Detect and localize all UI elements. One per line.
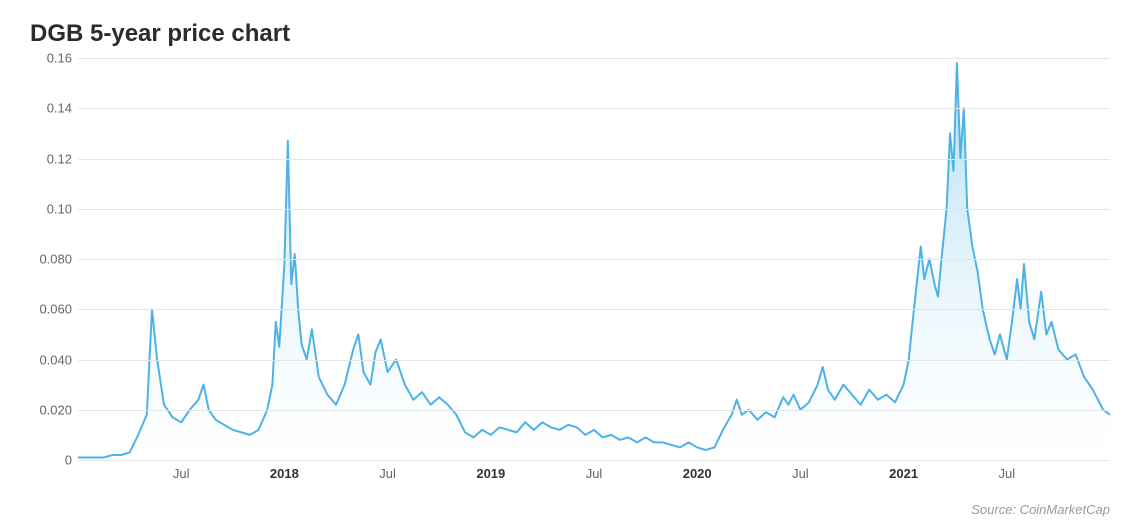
x-tick-label: 2021 xyxy=(889,466,918,481)
x-tick-label: 2020 xyxy=(683,466,712,481)
x-tick-label: 2018 xyxy=(270,466,299,481)
grid-line xyxy=(78,410,1110,411)
grid-line xyxy=(78,108,1110,109)
y-tick-label: 0.080 xyxy=(39,252,72,267)
y-tick-label: 0.12 xyxy=(47,151,72,166)
x-tick-label: 2019 xyxy=(476,466,505,481)
y-axis: 00.0200.0400.0600.0800.100.120.140.16 xyxy=(30,58,78,488)
y-tick-label: 0.040 xyxy=(39,352,72,367)
chart-title: DGB 5-year price chart xyxy=(30,20,1110,48)
grid-line xyxy=(78,360,1110,361)
y-tick-label: 0.060 xyxy=(39,302,72,317)
y-tick-label: 0 xyxy=(65,453,72,468)
x-tick-label: Jul xyxy=(998,466,1015,481)
y-tick-label: 0.020 xyxy=(39,402,72,417)
grid-line xyxy=(78,309,1110,310)
source-attribution: Source: CoinMarketCap xyxy=(971,502,1110,517)
grid-line xyxy=(78,259,1110,260)
x-tick-label: Jul xyxy=(792,466,809,481)
grid-line xyxy=(78,209,1110,210)
x-tick-label: Jul xyxy=(586,466,603,481)
x-axis: Jul 2018 Jul 2019 Jul 2020 Jul 2021 Jul xyxy=(78,460,1110,488)
y-tick-label: 0.14 xyxy=(47,101,72,116)
plot-area xyxy=(78,58,1110,460)
chart-container: 00.0200.0400.0600.0800.100.120.140.16 Ju… xyxy=(30,58,1110,488)
grid-line xyxy=(78,159,1110,160)
x-tick-label: Jul xyxy=(379,466,396,481)
x-tick-label: Jul xyxy=(173,466,190,481)
grid-line xyxy=(78,58,1110,59)
y-tick-label: 0.16 xyxy=(47,51,72,66)
y-tick-label: 0.10 xyxy=(47,201,72,216)
